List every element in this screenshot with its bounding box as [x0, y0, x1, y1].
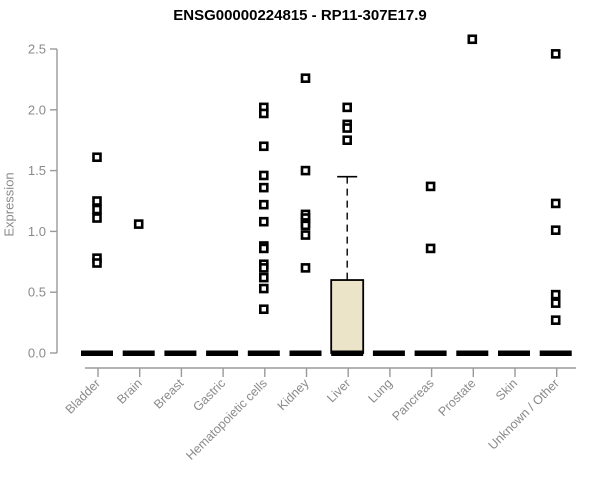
x-axis-label: Unknown / Other — [486, 376, 562, 452]
y-tick-label: 2.0 — [28, 102, 46, 117]
x-axis-label: Kidney — [275, 376, 312, 413]
outlier-point — [342, 123, 353, 133]
median-bar — [331, 350, 364, 356]
outlier-point — [550, 198, 561, 209]
outlier-point — [550, 298, 561, 308]
x-axis-label: Breast — [151, 376, 187, 412]
outlier-point — [342, 135, 353, 145]
outlier-point — [258, 243, 269, 254]
y-tick-label: 0.5 — [28, 285, 46, 300]
y-tick-label: 2.5 — [28, 42, 46, 57]
outlier-point — [300, 220, 311, 231]
outlier-point — [258, 283, 269, 294]
x-axis-label: Gastric — [190, 376, 228, 414]
outlier-point — [550, 225, 561, 235]
outlier-point — [92, 204, 102, 215]
chart-title: ENSG00000224815 - RP11-307E17.9 — [173, 7, 427, 24]
outlier-point — [258, 141, 269, 152]
median-bar — [247, 350, 280, 356]
x-axis-label: Liver — [324, 376, 353, 405]
outlier-point — [467, 34, 478, 45]
x-axis-label: Skin — [493, 376, 520, 403]
outlier-point — [300, 165, 311, 176]
box — [330, 279, 365, 354]
outlier-point — [92, 213, 102, 223]
x-axis-label: Bladder — [63, 376, 103, 416]
outlier-point — [258, 108, 269, 119]
median-bar — [122, 350, 155, 356]
median-bar — [498, 350, 530, 356]
outlier-point — [425, 181, 436, 192]
median-bar — [539, 350, 572, 356]
outlier-point — [550, 289, 561, 300]
y-tick-label: 0.0 — [28, 346, 46, 361]
median-bar — [372, 350, 405, 356]
outlier-point — [425, 243, 436, 254]
x-axis-label: Brain — [114, 376, 145, 407]
median-bar — [164, 350, 197, 356]
outlier-point — [300, 230, 311, 240]
outlier-point — [258, 216, 269, 227]
outlier-point — [92, 152, 102, 163]
outlier-point — [342, 102, 353, 113]
outlier-point — [300, 73, 311, 83]
outlier-point — [92, 258, 102, 268]
outlier-point — [258, 263, 269, 273]
median-bar — [81, 350, 113, 356]
outlier-point — [300, 263, 311, 273]
outlier-point — [258, 272, 269, 283]
outlier-point — [550, 49, 561, 59]
median-bar — [206, 350, 239, 356]
x-axis-label: Hematopoietic cells — [183, 376, 270, 463]
median-bar — [456, 350, 489, 356]
outlier-point — [133, 219, 144, 229]
outlier-point — [258, 182, 269, 193]
outlier-point — [550, 315, 561, 325]
median-bar — [414, 350, 447, 356]
outlier-point — [92, 196, 102, 206]
y-tick-label: 1.0 — [28, 224, 46, 239]
x-axis-label: Pancreas — [389, 376, 436, 423]
outlier-point — [258, 170, 269, 181]
x-axis-label: Lung — [365, 376, 395, 406]
outlier-point — [258, 199, 269, 210]
x-axis-label: Prostate — [436, 376, 479, 419]
y-tick-label: 1.5 — [28, 163, 46, 178]
median-bar — [289, 350, 322, 356]
outlier-point — [258, 304, 269, 315]
